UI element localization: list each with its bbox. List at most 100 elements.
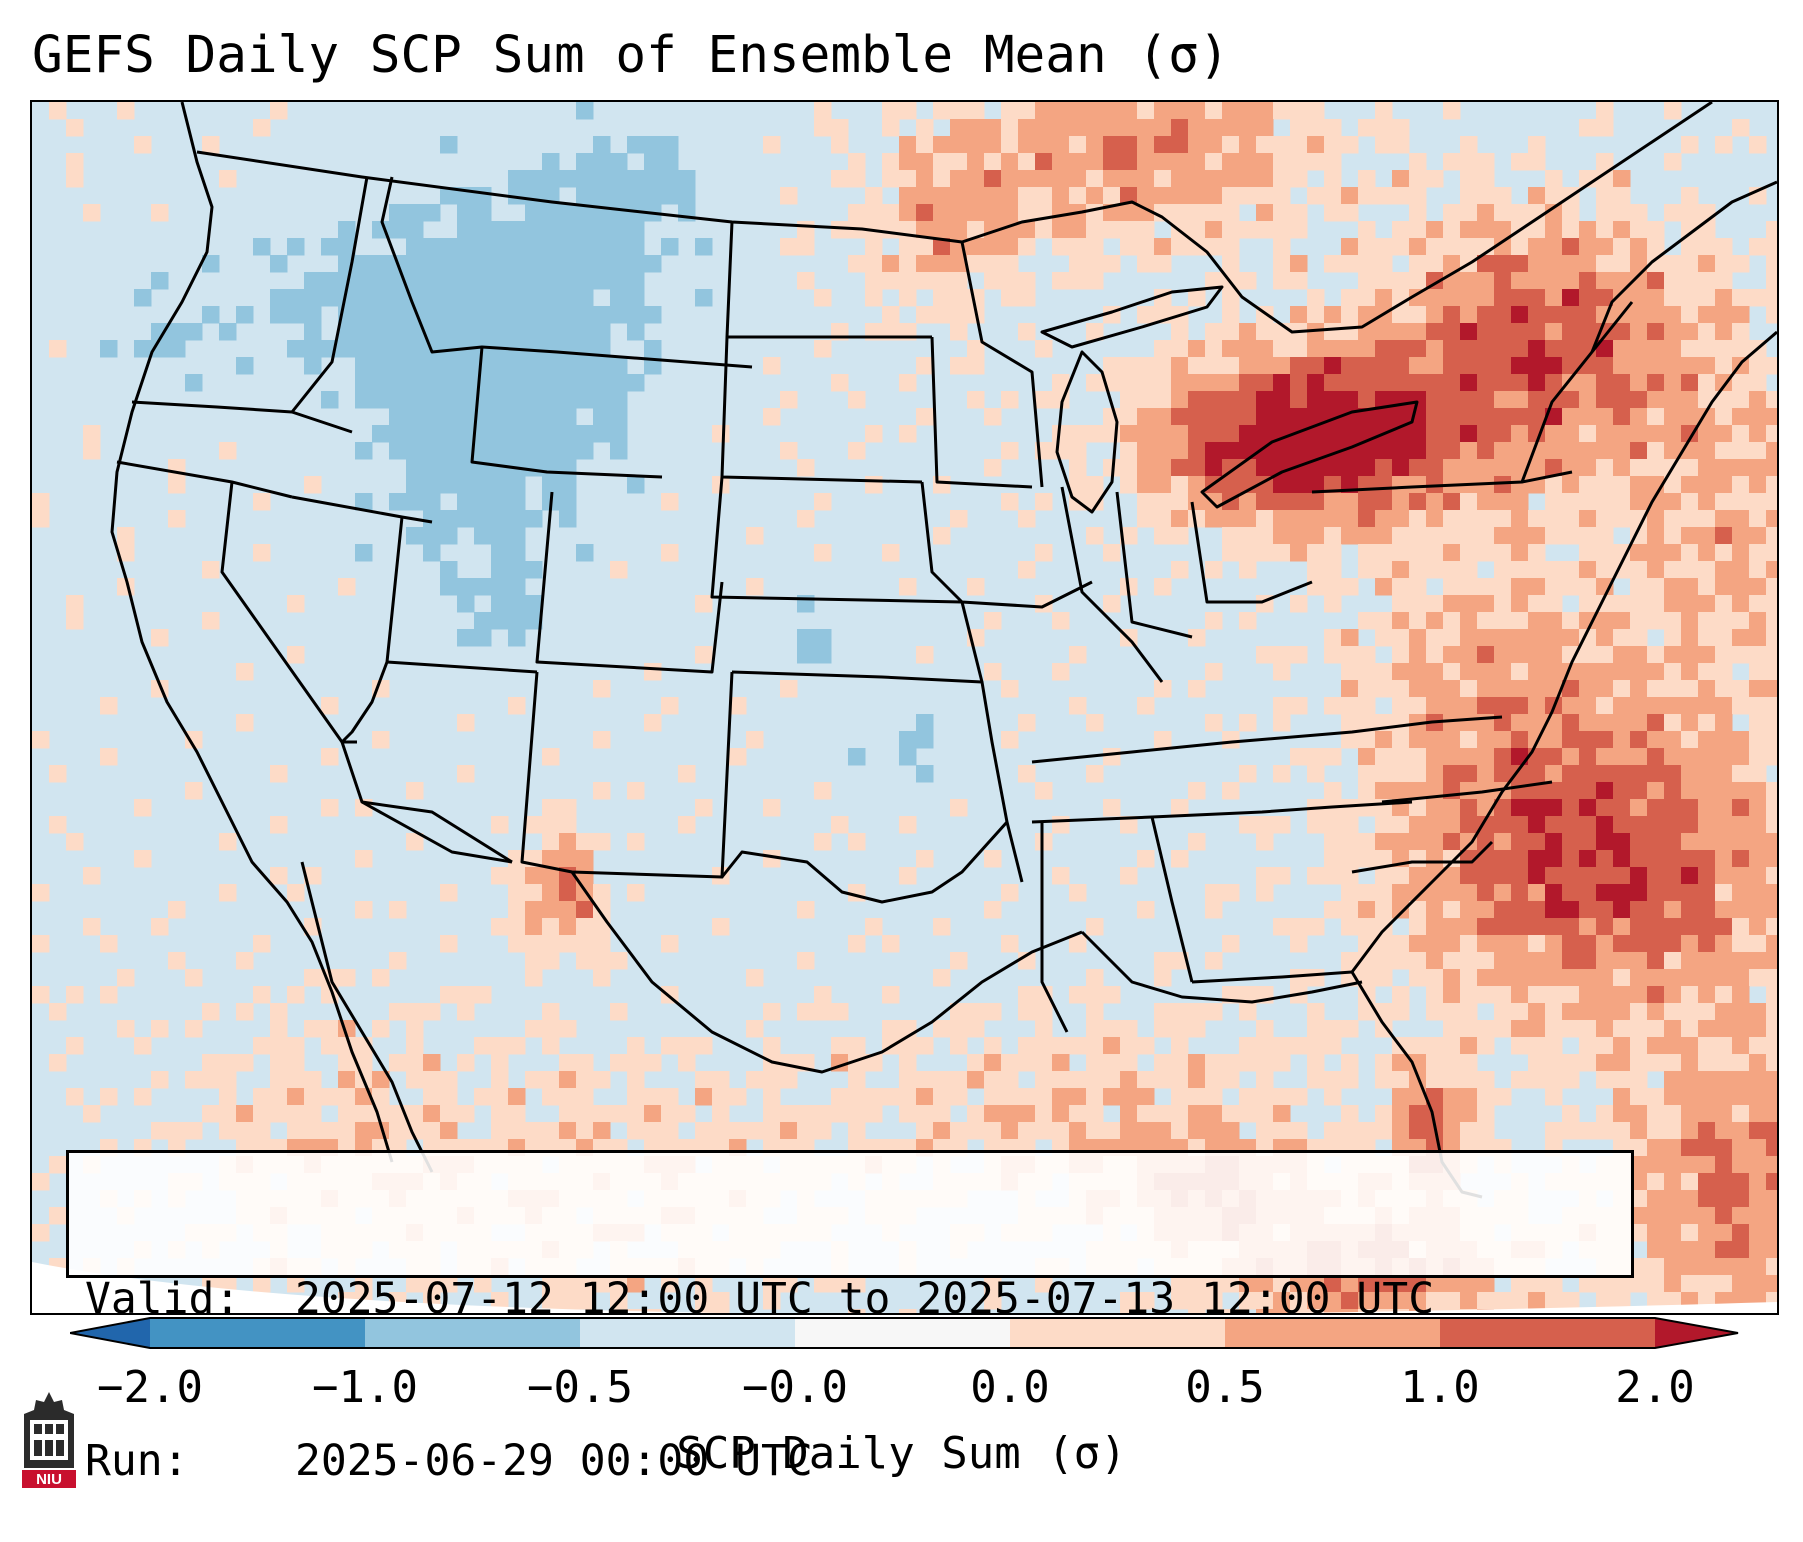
scp-field-cell [1630, 663, 1648, 681]
scp-field-cell [1341, 255, 1359, 273]
scp-field-cell [1664, 340, 1682, 358]
scp-field-cell [1443, 578, 1461, 596]
scp-field-cell [950, 102, 968, 120]
scp-field-cell [151, 1071, 169, 1089]
scp-field-cell [1273, 340, 1291, 358]
scp-field-cell [1664, 850, 1682, 868]
map-panel [30, 100, 1779, 1315]
scp-field-cell [1290, 544, 1308, 562]
scp-field-cell [559, 1122, 577, 1140]
scp-field-cell [1681, 238, 1699, 256]
scp-field-cell [1001, 272, 1019, 290]
scp-field-cell [1630, 935, 1648, 953]
scp-field-cell [1664, 272, 1682, 290]
scp-field-cell [1239, 1054, 1257, 1072]
scp-field-cell [1171, 1275, 1189, 1293]
scp-field-cell [1562, 306, 1580, 324]
scp-field-cell [1596, 544, 1614, 562]
scp-field-cell [1154, 170, 1172, 188]
scp-field-cell [1409, 391, 1427, 409]
scp-field-cell [270, 1003, 288, 1021]
scp-field-cell [1545, 272, 1563, 290]
scp-field-cell [1681, 782, 1699, 800]
scp-field-cell [967, 204, 985, 222]
scp-field-cell [1460, 1071, 1478, 1089]
scp-field-cell [1392, 1054, 1410, 1072]
scp-field-cell [1358, 561, 1376, 579]
scp-field-cell [1562, 272, 1580, 290]
scp-field-cell [1307, 1309, 1325, 1313]
scp-field-cell [763, 1275, 781, 1293]
scp-field-cell [1664, 748, 1682, 766]
scp-field-cell [831, 816, 849, 834]
scp-field-cell [797, 1003, 815, 1021]
scp-field-cell [457, 1003, 475, 1021]
scp-field-cell [321, 1122, 339, 1140]
scp-field-cell [1664, 901, 1682, 919]
scp-field-cell [1443, 102, 1461, 120]
scp-field-cell [1545, 748, 1563, 766]
scp-field-cell [1630, 697, 1648, 715]
scp-field-cell [1613, 170, 1631, 188]
scp-field-cell [1307, 136, 1325, 154]
scp-field-cell [1664, 663, 1682, 681]
scp-field-cell [814, 646, 832, 664]
scp-field-cell [1086, 170, 1104, 188]
scp-field-cell [406, 323, 424, 341]
scp-field-cell [1358, 612, 1376, 630]
scp-field-cell [1375, 884, 1393, 902]
scp-field-cell [1086, 272, 1104, 290]
scp-field-cell [1392, 340, 1410, 358]
scp-field-cell [1749, 578, 1767, 596]
scp-field-cell [1664, 1241, 1682, 1259]
scp-field-cell [1375, 408, 1393, 426]
scp-field-cell [1494, 612, 1512, 630]
scp-field-cell [1375, 187, 1393, 205]
scp-field-cell [1545, 782, 1563, 800]
scp-field-cell [916, 136, 934, 154]
scp-field-cell [593, 340, 611, 358]
scp-field-cell [1681, 255, 1699, 273]
scp-field-cell [1596, 799, 1614, 817]
scp-field-cell [1460, 323, 1478, 341]
scp-field-cell [270, 1054, 288, 1072]
scp-field-cell [1273, 527, 1291, 545]
scp-field-cell [202, 1054, 220, 1072]
scp-field-cell [1715, 1224, 1733, 1242]
scp-field-cell [1647, 1122, 1665, 1140]
scp-field-cell [1732, 476, 1750, 494]
scp-field-cell [1647, 1207, 1665, 1225]
scp-field-cell [1579, 221, 1597, 239]
scp-field-cell [1528, 272, 1546, 290]
scp-field-cell [1715, 850, 1733, 868]
scp-field-cell [440, 459, 458, 477]
scp-field-cell [542, 935, 560, 953]
scp-field-cell [899, 255, 917, 273]
scp-field-cell [1732, 1054, 1750, 1072]
scp-field-cell [610, 272, 628, 290]
scp-field-cell [389, 204, 407, 222]
scp-field-cell [1154, 187, 1172, 205]
scp-field-cell [1613, 833, 1631, 851]
scp-field-cell [1086, 1054, 1104, 1072]
scp-field-cell [1698, 901, 1716, 919]
scp-field-cell [1358, 884, 1376, 902]
scp-field-cell [1477, 1122, 1495, 1140]
scp-field-cell [627, 170, 645, 188]
scp-field-cell [1443, 238, 1461, 256]
scp-field-cell [559, 272, 577, 290]
scp-field-cell [1732, 1139, 1750, 1157]
scp-field-cell [287, 1088, 305, 1106]
scp-field-cell [1511, 731, 1529, 749]
scp-field-cell [1749, 765, 1767, 783]
scp-field-cell [1273, 697, 1291, 715]
scp-field-cell [1732, 748, 1750, 766]
scp-field-cell [1766, 629, 1777, 647]
scp-field-cell [1409, 374, 1427, 392]
scp-field-cell [1766, 1156, 1777, 1174]
scp-field-cell [1324, 1020, 1342, 1038]
scp-field-cell [1613, 748, 1631, 766]
scp-field-cell [967, 255, 985, 273]
scp-field-cell [1596, 867, 1614, 885]
scp-field-cell [1069, 255, 1087, 273]
